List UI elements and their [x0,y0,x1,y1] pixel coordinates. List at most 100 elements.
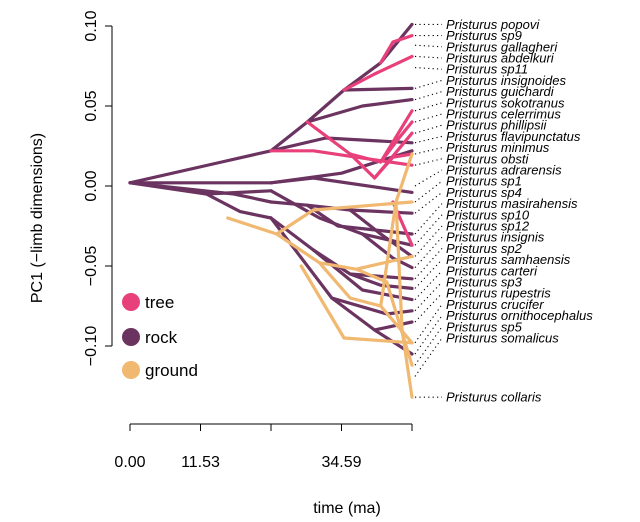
tip-label: Pristurus sokotranus [446,95,565,110]
leader-line [414,191,443,214]
branch-rock-6 [269,176,414,194]
leader-line [414,91,443,101]
branch-rock-15 [360,232,414,270]
leader-line [414,113,443,123]
branch-ground-30 [226,200,414,236]
tip-label: Pristurus minimus [446,140,550,155]
leader-line [414,315,443,355]
tip-label: Pristurus sp9 [446,28,522,43]
branch-rock-13 [348,208,414,258]
tip-label: Pristurus adrarensis [446,163,562,178]
leader-line [414,326,443,366]
legend-label-tree: tree [145,293,174,312]
leader-line [414,225,443,257]
tip-label: Pristurus crucifer [446,297,544,312]
leader-lines-layer [414,23,443,398]
y-tick-label: 0.00 [83,170,100,201]
leader-line [414,203,443,235]
branch-ground-35 [299,264,414,345]
branches-layer [128,22,414,399]
legend-label-rock: rock [145,328,178,347]
tip-label: Pristurus guichardi [446,84,555,99]
leader-line [414,236,443,268]
branch-tree-25 [379,120,414,164]
x-tick-label: 34.59 [321,454,361,471]
tip-label: Pristurus sp4 [446,185,522,200]
branch-rock-10 [269,136,414,153]
branch-tree-28 [269,149,414,167]
branch-rock-1 [128,149,273,185]
branch-rock-20 [373,320,414,332]
leader-line [414,67,443,70]
tip-label: Pristurus celerrimus [446,107,561,122]
y-axis-label: PC1 (−limb dimensions) [29,133,46,303]
leader-line [414,292,443,323]
branch-rock-8 [342,86,414,92]
tip-label: Pristurus sp2 [446,241,523,256]
leader-line [414,259,443,289]
tip-label: Pristurus rupestris [446,286,551,301]
leader-line [414,102,443,112]
leader-line [414,248,443,280]
y-tick-label: −0.10 [83,326,100,367]
legend-swatch-rock [122,328,140,346]
tip-label: Pristurus carteri [446,263,538,278]
branch-rock-3 [128,181,273,196]
tip-label: Pristurus insignoides [446,73,566,88]
x-tick-label: 0.00 [114,454,145,471]
tip-label: Pristurus ornithocephalus [446,308,593,323]
leader-line [414,214,443,246]
leader-line [414,169,443,187]
branch-ground-36 [394,200,414,399]
tip-label: Pristurus phillipsii [446,118,548,133]
tip-label: Pristurus popovi [446,17,540,32]
branch-tree-23 [342,54,414,92]
legend-label-ground: ground [145,361,198,380]
tip-label: Pristurus samhaensis [446,252,571,267]
tip-label: Pristurus flavipunctatus [446,129,581,144]
y-tick-label: −0.05 [83,246,100,287]
branch-rock-4 [204,192,273,220]
tip-label: Pristurus sp3 [446,275,523,290]
leader-line [414,180,443,203]
leader-line [414,158,443,166]
tip-label: Pristurus collaris [446,390,542,405]
leader-line [414,281,443,312]
leader-line [414,304,443,344]
leader-line [414,270,443,300]
leader-line [414,44,443,48]
branch-tree-22 [379,33,414,65]
tip-label: Pristurus obsti [446,151,529,166]
tip-label: Pristurus sp1 [446,174,522,189]
axes-layer: 0.10 0.05 0.00 −0.05 −0.10 0.00 11.53 34.59 [83,10,413,471]
legend-swatch-tree [122,293,140,311]
y-tick-label: 0.05 [83,90,100,121]
leader-line [414,79,443,89]
y-tick-label: 0.10 [83,10,100,41]
tip-label: Pristurus gallagheri [446,39,558,54]
branch-rock-16 [269,216,414,281]
tip-label: Pristurus somalicus [446,331,559,346]
leader-line [414,147,443,155]
x-axis-label: time (ma) [313,500,381,517]
tip-label: Pristurus sp11 [446,62,528,77]
tip-label: Pristurus masirahensis [446,196,578,211]
leader-line [414,124,443,134]
legend-swatch-ground [122,361,140,379]
tip-label: Pristurus insignis [446,230,545,245]
leader-line [414,55,443,59]
tip-label: Pristurus sp5 [446,319,523,334]
leader-line [414,135,443,144]
x-tick-label: 11.53 [181,454,220,471]
tip-label: Pristurus sp12 [446,219,530,234]
branch-rock-9 [305,97,414,124]
branch-ground-31 [275,232,414,271]
tip-label: Pristurus sp10 [446,207,530,222]
branch-rock-14 [269,189,414,247]
leader-line [414,337,443,377]
legend: tree rock ground [122,293,198,380]
tip-label: Pristurus abdelkuri [446,51,555,66]
branch-tree-27 [373,152,414,180]
